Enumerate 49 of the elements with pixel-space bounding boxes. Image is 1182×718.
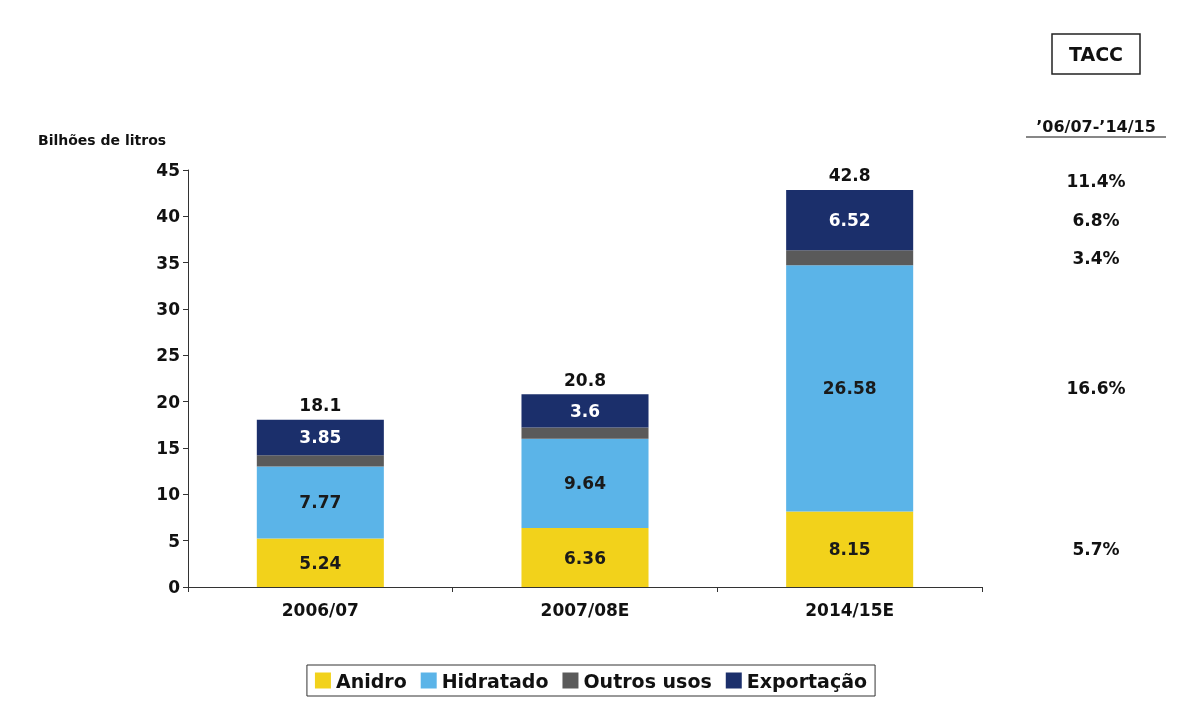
bar	[786, 511, 914, 587]
total-label: 42.8	[828, 165, 871, 186]
data-label: 6.52	[828, 210, 871, 231]
bar	[256, 466, 384, 539]
bar	[256, 538, 384, 587]
y-tick-label: 30	[156, 299, 181, 319]
y-tick-label: 35	[156, 252, 180, 273]
bar	[521, 394, 649, 428]
text: 5.7%	[1072, 539, 1120, 560]
text: TACC	[1068, 43, 1124, 65]
y-tick-label: 10	[156, 484, 181, 505]
text: 6.8%	[1072, 210, 1120, 231]
y-tick-label: 5	[168, 530, 180, 551]
y-tick-label: 40	[156, 206, 181, 227]
data-label: 7.77	[299, 492, 342, 513]
bar	[521, 438, 649, 529]
data-label: 3.6	[569, 400, 601, 421]
text: 11.4%	[1066, 170, 1126, 191]
text: ’06/07-’14/15	[1036, 116, 1156, 136]
total-label: 18.1	[299, 395, 342, 416]
data-label: 6.36	[564, 547, 606, 568]
y-tick-label: 45	[156, 160, 180, 180]
data-label: 8.15	[828, 539, 871, 560]
legend-label: Anidro	[335, 669, 407, 692]
total-label: 20.8	[564, 369, 606, 390]
data-label: 26.58	[822, 378, 877, 399]
y-tick-label: 15	[156, 438, 180, 458]
y-axis-title: Bilhões de litros	[38, 132, 167, 148]
bar	[256, 455, 384, 467]
bar	[521, 528, 649, 587]
bar	[786, 189, 914, 251]
bar	[786, 250, 914, 266]
text: 3.4%	[1072, 247, 1120, 268]
y-tick-label: 0	[168, 577, 181, 597]
bar	[521, 427, 649, 439]
x-tick-label: 2014/15E	[805, 599, 895, 620]
legend-label: Outros usos	[583, 669, 712, 692]
legend-label: Hidratado	[441, 669, 549, 692]
bar	[786, 265, 914, 512]
text: 16.6%	[1066, 378, 1126, 399]
y-tick-label: 20	[156, 391, 181, 412]
data-label: 5.24	[299, 552, 342, 573]
legend-label: Exportação	[746, 669, 868, 692]
data-label: 3.85	[299, 427, 342, 448]
y-tick-label: 25	[156, 345, 180, 366]
data-label: 9.64	[564, 473, 607, 494]
x-tick-label: 2007/08E	[540, 599, 630, 620]
bar	[256, 419, 384, 456]
x-tick-label: 2006/07	[281, 599, 359, 620]
